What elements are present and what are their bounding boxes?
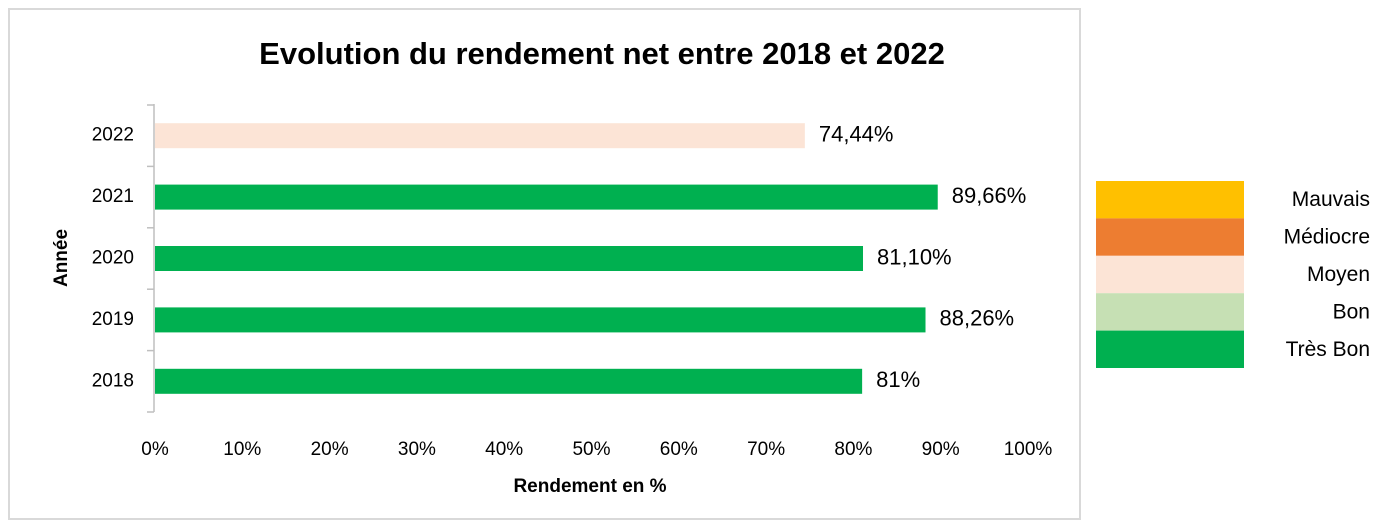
legend-swatch [1096, 255, 1244, 294]
legend-swatch [1096, 293, 1244, 331]
data-label: 74,44% [819, 122, 894, 147]
legend-label: Très Bon [1286, 338, 1370, 361]
chart-title: Evolution du rendement net entre 2018 et… [259, 36, 945, 71]
x-tick-label: 10% [223, 439, 261, 460]
legend-label: Médiocre [1284, 226, 1370, 249]
bar [155, 123, 805, 149]
legend-swatch [1096, 218, 1244, 256]
x-tick-label: 60% [660, 439, 698, 460]
legend-label: Bon [1333, 300, 1370, 323]
bar [155, 184, 938, 210]
x-tick-label: 20% [311, 439, 349, 460]
bar [155, 368, 863, 394]
y-tick-label: 2018 [92, 370, 134, 391]
data-label: 89,66% [952, 183, 1027, 208]
x-tick-label: 100% [1004, 439, 1053, 460]
data-label: 81,10% [877, 244, 952, 269]
data-label: 81% [876, 367, 920, 392]
x-axis-title: Rendement en % [513, 476, 666, 497]
x-tick-label: 30% [398, 439, 436, 460]
x-tick-label: 50% [572, 439, 610, 460]
y-axis-title: Année [51, 229, 72, 287]
legend-swatch [1096, 330, 1244, 368]
y-tick-label: 2021 [92, 186, 134, 207]
x-tick-label: 90% [922, 439, 960, 460]
x-tick-label: 80% [834, 439, 872, 460]
x-tick-label: 0% [141, 439, 169, 460]
legend-label: Moyen [1307, 263, 1370, 286]
y-tick-label: 2019 [92, 309, 134, 330]
bar [155, 246, 864, 271]
bar [155, 307, 926, 333]
y-tick-label: 2020 [92, 248, 134, 269]
x-tick-label: 40% [485, 439, 523, 460]
y-tick-label: 2022 [92, 125, 134, 146]
x-tick-label: 70% [747, 439, 785, 460]
data-label: 88,26% [940, 306, 1015, 331]
legend-swatch [1096, 181, 1244, 219]
legend-label: Mauvais [1292, 188, 1370, 211]
